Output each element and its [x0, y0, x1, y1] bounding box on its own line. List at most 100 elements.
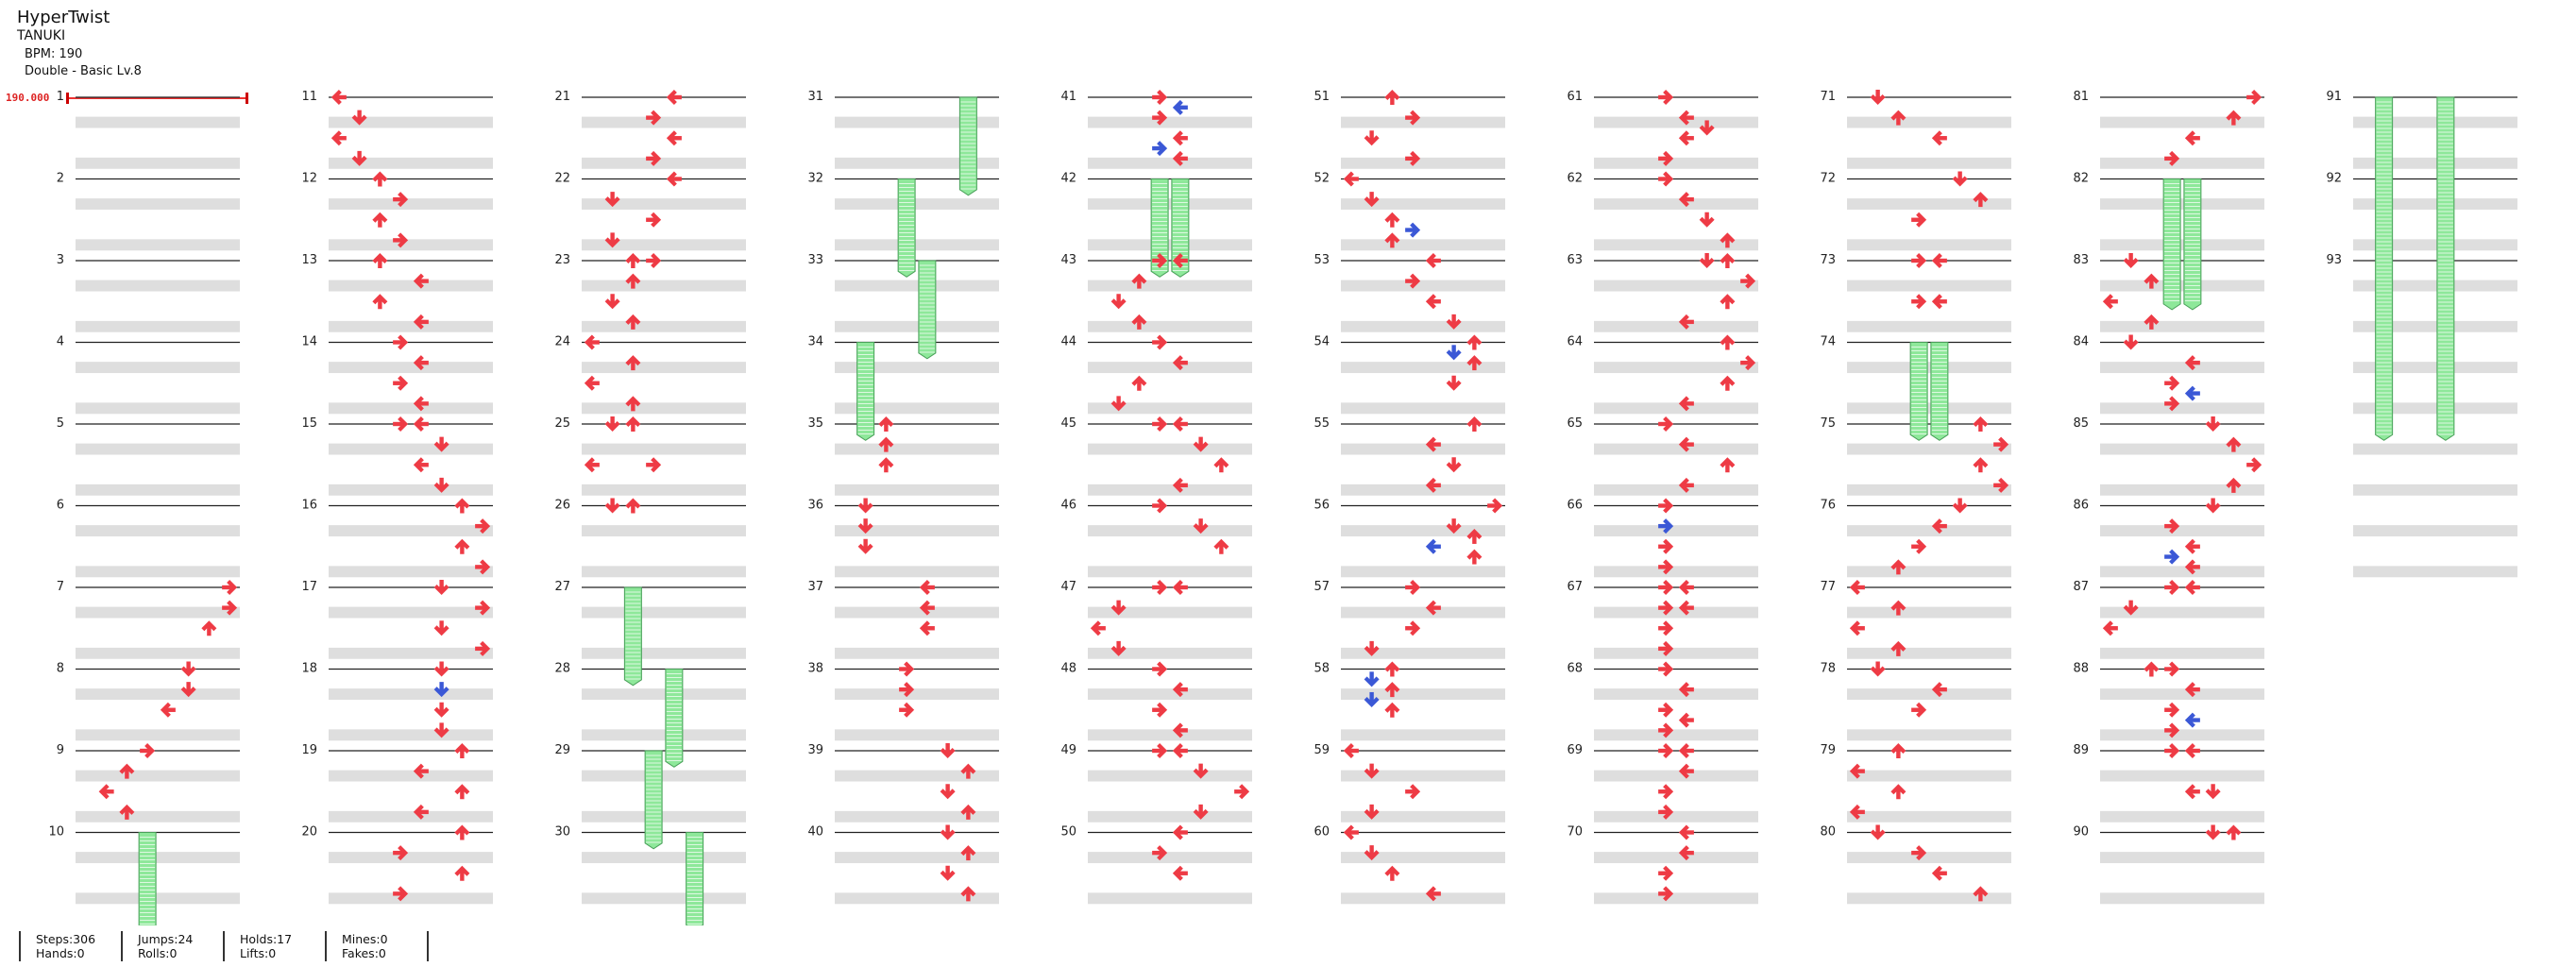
measure-number: 42 [1060, 172, 1076, 186]
tap-note-right-arrow-icon [1911, 538, 1927, 554]
beat-stripe [1341, 729, 1505, 741]
tap-note-left-arrow-icon [2102, 294, 2118, 310]
tap-note-left-arrow-icon [413, 416, 429, 432]
measure-number: 51 [1313, 90, 1330, 104]
tap-note-up-arrow-icon [1213, 457, 1229, 473]
beat-stripe [1341, 198, 1505, 211]
tap-note-left-arrow-icon [160, 702, 176, 718]
tap-note-right-arrow-icon [2164, 722, 2180, 738]
beat-stripe [2100, 688, 2264, 701]
beat-stripe [329, 810, 493, 823]
tap-note-right-arrow-icon [1152, 743, 1168, 758]
beat-stripe [76, 688, 240, 701]
tap-note-right-arrow-icon [393, 416, 409, 432]
tap-note-up-arrow-icon [1720, 457, 1736, 473]
measure-number: 36 [807, 499, 823, 513]
beat-stripe [2353, 198, 2517, 211]
tap-note-right-arrow-icon [1658, 559, 1674, 575]
measure-number: 47 [1060, 580, 1076, 594]
tap-note-down-arrow-icon [940, 743, 956, 758]
tap-note-right-arrow-icon [1658, 722, 1674, 738]
measure-number: 8 [57, 662, 64, 676]
beat-stripe [1341, 892, 1505, 905]
tap-note-down-arrow-icon [857, 498, 873, 514]
tap-note-left-arrow-icon [1425, 294, 1441, 310]
tap-note-left-arrow-icon [1172, 865, 1188, 881]
measure-number: 21 [554, 90, 570, 104]
tap-note-down-arrow-icon [1446, 345, 1462, 361]
tap-note-up-arrow-icon [1890, 600, 1907, 616]
hold-note [665, 669, 684, 768]
beat-stripe [2100, 647, 2264, 659]
stats-bar: Steps:306 Hands:0 Jumps:24 Rolls:0 Holds… [0, 928, 661, 966]
beat-stripe [1847, 729, 2011, 741]
tap-note-up-arrow-icon [454, 743, 470, 758]
beat-stripe [329, 116, 493, 128]
hold-note [1171, 178, 1190, 278]
tap-note-up-arrow-icon [119, 763, 135, 779]
tap-note-left-arrow-icon [1849, 580, 1865, 595]
beat-stripe [1341, 239, 1505, 251]
tap-note-down-arrow-icon [1364, 804, 1380, 820]
tap-note-right-arrow-icon [2164, 150, 2180, 166]
beat-stripe [76, 810, 240, 823]
beat-stripe [1594, 198, 1758, 211]
tap-note-down-arrow-icon [1446, 518, 1462, 534]
hold-note [2162, 178, 2181, 311]
tap-note-left-arrow-icon [1678, 314, 1694, 330]
measure-number: 90 [2073, 825, 2089, 840]
tap-note-right-arrow-icon [1993, 477, 2009, 493]
beat-stripe [1088, 484, 1252, 496]
tap-note-down-arrow-icon [1870, 661, 1886, 677]
beat-stripe [582, 525, 746, 537]
tap-note-left-arrow-icon [1172, 253, 1188, 268]
tap-note-left-arrow-icon [584, 457, 600, 473]
beat-stripe [1594, 810, 1758, 823]
tap-note-right-arrow-icon [1740, 273, 1756, 289]
tap-note-right-arrow-icon [1405, 620, 1421, 636]
tap-note-down-arrow-icon [433, 477, 449, 493]
beat-stripe [582, 688, 746, 701]
beat-stripe [329, 402, 493, 415]
stat-mines: Mines:0 [342, 932, 388, 946]
measure-number: 71 [1820, 90, 1836, 104]
beat-stripe [2353, 362, 2517, 374]
measure-number: 12 [301, 172, 317, 186]
tap-note-left-arrow-icon [1931, 865, 1947, 881]
stats-divider [325, 931, 327, 961]
measure-number: 35 [807, 416, 823, 431]
tap-note-down-arrow-icon [433, 722, 449, 738]
beat-stripe [329, 320, 493, 332]
tap-note-right-arrow-icon [1152, 110, 1168, 126]
beat-stripe [1088, 688, 1252, 701]
measure-number: 75 [1820, 416, 1836, 431]
tap-note-left-arrow-icon [1678, 824, 1694, 840]
beat-stripe [835, 852, 999, 864]
stat-steps: Steps:306 [36, 932, 96, 946]
tap-note-up-arrow-icon [454, 824, 470, 840]
beat-stripe [2100, 239, 2264, 251]
tap-note-right-arrow-icon [899, 661, 915, 677]
tap-note-down-arrow-icon [1110, 600, 1127, 616]
tap-note-up-arrow-icon [1384, 90, 1400, 105]
tap-note-down-arrow-icon [1364, 640, 1380, 656]
beat-stripe [1341, 770, 1505, 782]
tap-note-right-arrow-icon [1658, 804, 1674, 820]
tap-note-left-arrow-icon [1678, 743, 1694, 758]
tap-note-up-arrow-icon [960, 763, 976, 779]
beat-stripe [1594, 116, 1758, 128]
beat-stripe [1847, 525, 2011, 537]
tap-note-down-arrow-icon [180, 682, 196, 698]
beat-stripe [835, 729, 999, 741]
tap-note-up-arrow-icon [1890, 559, 1907, 575]
measure-number: 53 [1313, 253, 1330, 267]
tap-note-right-arrow-icon [1152, 498, 1168, 514]
tap-note-right-arrow-icon [646, 150, 662, 166]
tap-note-right-arrow-icon [393, 886, 409, 902]
tap-note-up-arrow-icon [878, 436, 894, 452]
beat-stripe [76, 362, 240, 374]
tap-note-right-arrow-icon [1911, 702, 1927, 718]
beat-stripe [329, 484, 493, 496]
beat-stripe [835, 688, 999, 701]
beat-stripe [76, 320, 240, 332]
